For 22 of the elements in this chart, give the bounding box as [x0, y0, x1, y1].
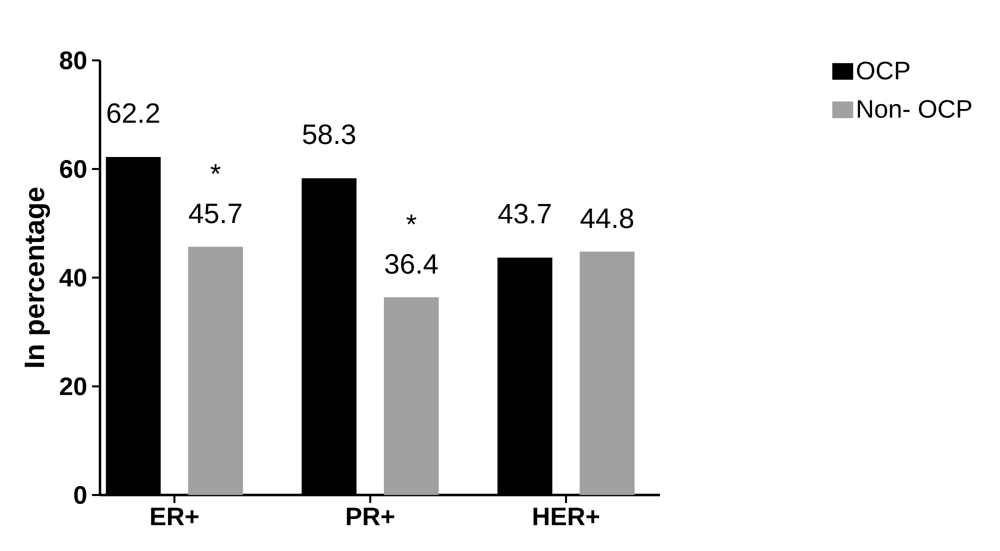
x-tick-label: PR+	[346, 508, 394, 526]
data-label: 45.7	[188, 204, 242, 224]
data-label: 44.8	[580, 208, 634, 228]
y-tick-label: 40	[59, 268, 86, 287]
y-tick-label: 20	[60, 377, 86, 396]
legend-label: Non- OCP	[858, 100, 972, 118]
legend-label: OCP	[857, 62, 910, 80]
annotation: *	[210, 164, 221, 174]
annotation: *	[406, 214, 416, 224]
x-tick-label: ER+	[151, 508, 198, 526]
y-tick-label: 0	[74, 486, 86, 504]
bar	[188, 246, 243, 495]
data-label: 62.2	[107, 103, 160, 124]
y-tick-label: 60	[60, 160, 86, 178]
y-axis-title: In percentage	[24, 188, 50, 367]
x-tick-label: HER+	[534, 508, 600, 526]
y-tick-label: 80	[60, 51, 86, 70]
data-label: 58.3	[302, 124, 356, 144]
data-label: 43.7	[498, 204, 551, 224]
data-label: 36.4	[385, 254, 438, 274]
bar	[580, 252, 635, 495]
bar	[384, 297, 439, 495]
